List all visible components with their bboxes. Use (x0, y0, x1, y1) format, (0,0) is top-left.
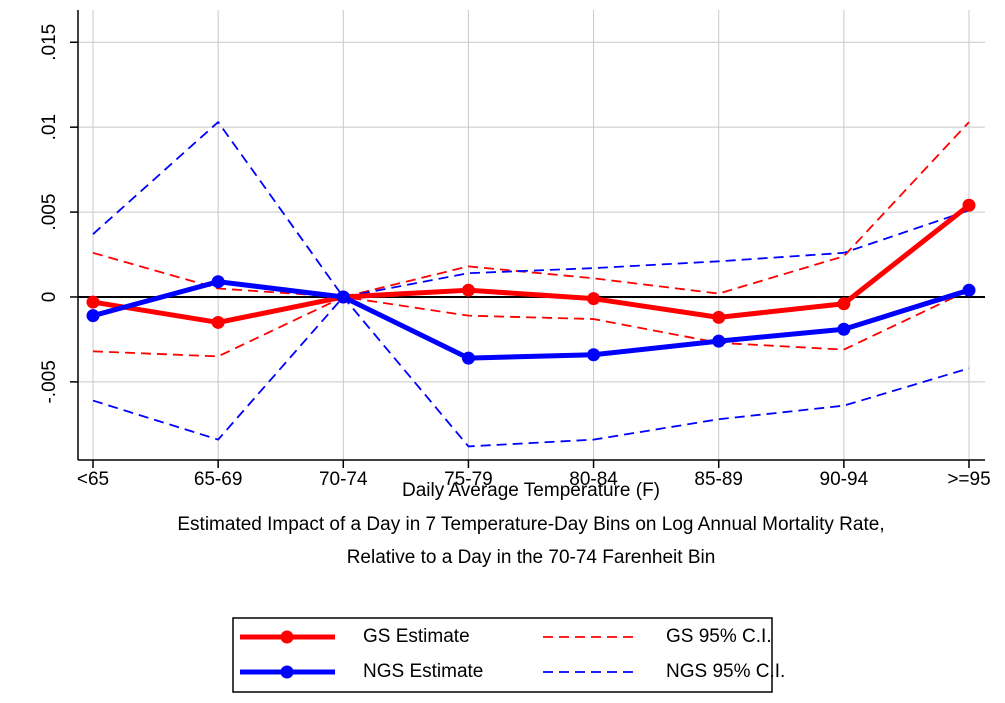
x-tick-label: 70-74 (319, 469, 368, 490)
y-tick-label: .005 (39, 194, 60, 231)
y-tick-label: .01 (39, 114, 60, 140)
x-tick-label: 90-94 (820, 469, 869, 490)
point (86, 309, 100, 323)
point (712, 310, 726, 324)
legend-label: GS 95% C.I. (666, 626, 772, 647)
point (837, 322, 851, 336)
caption-line: Relative to a Day in the 70-74 Farenheit… (347, 547, 716, 568)
point (712, 334, 726, 348)
point (336, 290, 350, 304)
caption-line: Estimated Impact of a Day in 7 Temperatu… (177, 514, 884, 535)
legend-box (232, 617, 773, 693)
series-line (92, 289, 970, 358)
y-tick-label: 0 (39, 292, 60, 303)
point (587, 292, 601, 306)
point (587, 348, 601, 362)
x-tick-label: 85-89 (694, 469, 743, 490)
point (962, 283, 976, 297)
x-tick-label: <65 (77, 469, 109, 490)
legend-marker (280, 665, 294, 679)
point (86, 295, 100, 309)
point (211, 315, 225, 329)
x-tick-label: 80-84 (569, 469, 618, 490)
series-line (92, 121, 970, 298)
legend-label: GS Estimate (363, 626, 470, 647)
series-line (92, 279, 970, 361)
point (837, 297, 851, 311)
point (461, 351, 475, 365)
point (962, 198, 976, 212)
series-line (92, 296, 970, 448)
legend-marker (280, 630, 294, 644)
x-axis-title: Daily Average Temperature (F) (402, 480, 660, 501)
point (211, 275, 225, 289)
x-tick-label: 65-69 (194, 469, 243, 490)
legend-label: NGS 95% C.I. (666, 661, 785, 682)
x-tick-label: >=95 (947, 469, 990, 490)
series-line (92, 121, 970, 298)
point (461, 283, 475, 297)
y-tick-label: .015 (39, 24, 60, 61)
series-line (92, 203, 971, 325)
y-tick-label: -.005 (39, 360, 60, 403)
legend-label: NGS Estimate (363, 661, 483, 682)
x-tick-label: 75-79 (444, 469, 493, 490)
